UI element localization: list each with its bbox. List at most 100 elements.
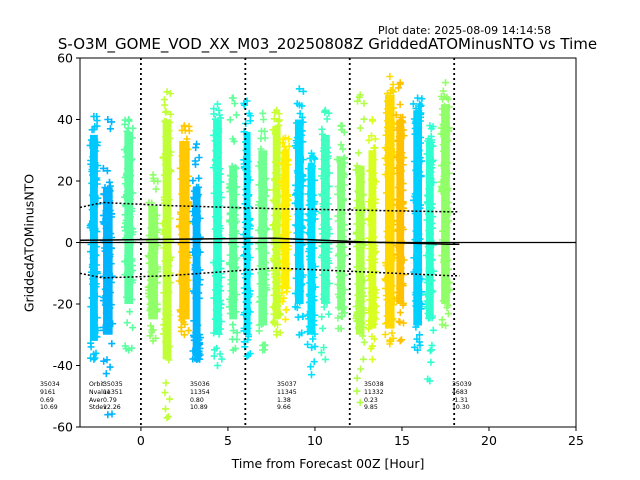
stat-value: 0.23 <box>364 397 378 404</box>
cluster-markers <box>86 112 102 363</box>
cluster-2 <box>120 116 137 354</box>
cluster-markers <box>317 106 334 363</box>
stat-value: 9.85 <box>364 404 378 411</box>
plot-date: Plot date: 2025-08-09 14:14:58 <box>378 24 552 37</box>
stat-value: 35036 <box>190 381 210 388</box>
y-tick-label: 60 <box>57 51 73 66</box>
x-tick-label: 10 <box>307 433 323 448</box>
cluster-core <box>294 119 304 304</box>
stat-value: 10.69 <box>40 404 58 411</box>
cluster-5 <box>175 122 193 339</box>
stat-value: 11345 <box>277 389 297 396</box>
cluster-4 <box>159 88 175 422</box>
cluster-core <box>355 165 365 335</box>
cluster-13 <box>291 85 308 339</box>
cluster-markers <box>175 122 193 339</box>
y-tick-label: 0 <box>65 235 73 250</box>
x-tick-label: 15 <box>394 433 410 448</box>
cluster-markers <box>99 116 117 419</box>
x-tick-label: 25 <box>568 433 584 448</box>
y-tick-label: -20 <box>53 297 73 312</box>
cluster-17 <box>352 91 368 406</box>
x-tick-label: 0 <box>137 433 145 448</box>
stat-header: Stdev <box>89 404 107 411</box>
cluster-16 <box>333 122 349 333</box>
stat-value: 11332 <box>364 389 384 396</box>
stat-value: 0.79 <box>103 397 117 404</box>
mean-line <box>80 237 460 246</box>
cluster-markers <box>225 94 241 354</box>
cluster-core <box>368 150 377 329</box>
cluster-markers <box>189 140 204 363</box>
cluster-markers <box>120 116 137 354</box>
stat-value: 35038 <box>364 381 384 388</box>
stat-header: Aver <box>89 397 103 404</box>
stat-value: 35034 <box>40 381 60 388</box>
cluster-core <box>272 125 281 320</box>
cluster-core <box>124 131 134 304</box>
cluster-9 <box>240 97 254 360</box>
x-tick-label: 20 <box>481 433 497 448</box>
stat-value: 11351 <box>103 389 123 396</box>
y-tick-label: 40 <box>57 112 73 127</box>
x-axis-label: Time from Forecast 00Z [Hour] <box>231 456 425 471</box>
cluster-7 <box>209 100 226 369</box>
cluster-18 <box>365 116 380 363</box>
lower-std-line <box>80 267 460 279</box>
cluster-21 <box>409 94 426 354</box>
stat-value: 11354 <box>190 389 210 396</box>
cluster-3 <box>144 171 162 345</box>
stat-value: 35035 <box>103 381 123 388</box>
cluster-markers <box>352 91 368 406</box>
stat-value: 35037 <box>277 381 297 388</box>
stat-value: 1.38 <box>277 397 291 404</box>
cluster-markers <box>304 149 319 379</box>
cluster-8 <box>225 94 241 354</box>
y-tick-label: -60 <box>53 420 73 435</box>
stat-value: 12.26 <box>103 404 121 411</box>
x-tick-label: 5 <box>224 433 232 448</box>
cluster-14 <box>304 149 319 379</box>
stat-value: 9.66 <box>277 404 291 411</box>
cluster-markers <box>159 88 175 422</box>
cluster-markers <box>409 94 426 354</box>
stat-value: 4683 <box>452 389 468 396</box>
cluster-markers <box>381 73 399 348</box>
cluster-10 <box>254 109 271 354</box>
cluster-6 <box>189 140 204 363</box>
cluster-11 <box>269 106 284 339</box>
stat-value: 10.30 <box>452 404 470 411</box>
cluster-core <box>413 110 422 326</box>
cluster-markers <box>144 171 162 345</box>
cluster-20 <box>392 79 408 345</box>
stat-value: -1.31 <box>452 397 468 404</box>
reference-lines <box>80 58 576 427</box>
stat-header: Orbit <box>89 381 105 388</box>
cluster-1 <box>99 116 117 419</box>
cluster-19 <box>381 73 399 348</box>
cluster-markers <box>437 79 454 329</box>
axes: 0 5 10 15 20 25 -60 -40 -20 0 20 40 60 <box>53 51 584 449</box>
cluster-15 <box>317 106 334 363</box>
cluster-core <box>243 131 251 335</box>
stat-value: 9161 <box>40 389 56 396</box>
cluster-12 <box>278 134 293 323</box>
cluster-markers <box>278 134 293 323</box>
cluster-markers <box>240 97 254 360</box>
cluster-23 <box>437 79 454 329</box>
cluster-0 <box>86 112 102 363</box>
chart-title: S-O3M_GOME_VOD_XX_M03_20250808Z GriddedA… <box>57 35 598 53</box>
cluster-markers <box>209 100 226 369</box>
cluster-markers <box>365 116 380 363</box>
data-clusters <box>86 73 454 422</box>
stat-value: 0.80 <box>190 397 204 404</box>
y-tick-label: 20 <box>57 174 73 189</box>
stat-value: 10.89 <box>190 404 208 411</box>
upper-std-line <box>80 201 460 213</box>
stat-value: 35039 <box>452 381 472 388</box>
cluster-22 <box>422 122 438 385</box>
cluster-core <box>441 104 450 304</box>
y-tick-label: -40 <box>53 358 73 373</box>
